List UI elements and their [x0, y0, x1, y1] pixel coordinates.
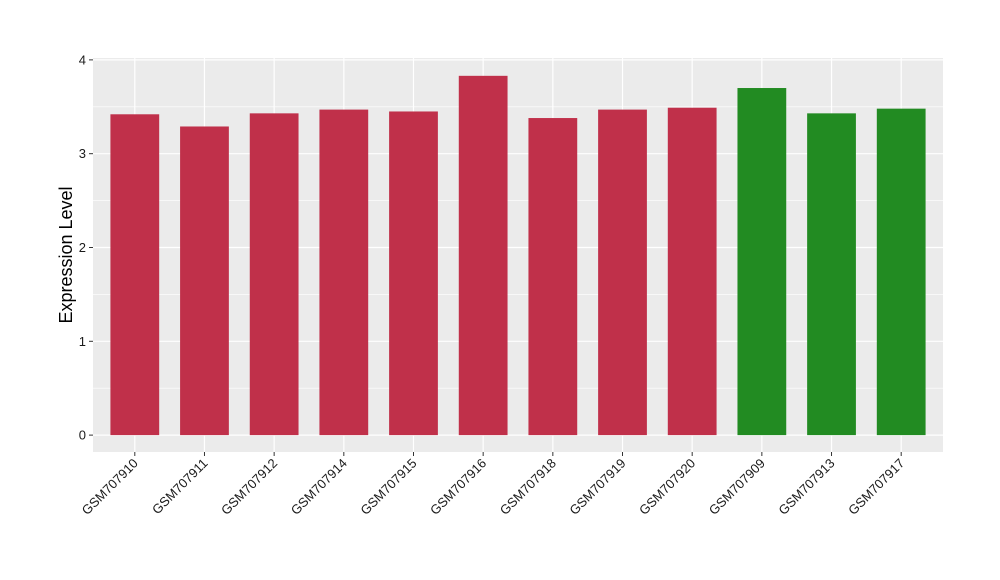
y-tick-label: 1: [79, 334, 86, 349]
minor-gridlines: [93, 106, 943, 389]
x-tick-label: GSM707912: [218, 456, 280, 518]
x-tick-label: GSM707915: [357, 456, 419, 518]
y-tick-label: 4: [79, 52, 86, 67]
y-axis-title: Expression Level: [56, 186, 76, 323]
x-tick-label: GSM707914: [288, 456, 350, 518]
y-tick-label: 3: [79, 146, 86, 161]
bar-GSM707911: [180, 126, 229, 436]
y-tick-label: 2: [79, 240, 86, 255]
bar-GSM707915: [389, 111, 438, 436]
bar-GSM707912: [249, 113, 299, 436]
plot-panel: [93, 58, 943, 452]
x-tick-label: GSM707917: [845, 456, 907, 518]
x-tick-label: GSM707909: [706, 456, 768, 518]
x-tick-label: GSM707911: [149, 456, 211, 518]
x-tick-label: GSM707919: [566, 456, 628, 518]
bar-GSM707914: [319, 109, 369, 436]
bar-GSM707910: [110, 114, 160, 436]
x-tick-label: GSM707910: [79, 456, 141, 518]
bars: [110, 75, 926, 436]
x-tick-label: GSM707920: [636, 456, 698, 518]
y-tick-label: 0: [79, 428, 86, 443]
bar-GSM707918: [528, 118, 578, 436]
bar-GSM707913: [807, 113, 856, 436]
bar-GSM707916: [458, 75, 508, 436]
x-axis: GSM707910 GSM707911 GSM707912 GSM707914 GSM7…: [79, 452, 907, 518]
x-tick-label: GSM707918: [497, 456, 559, 518]
bar-GSM707909: [737, 88, 787, 436]
bar-GSM707919: [598, 109, 647, 436]
y-axis: 0 1 2 3 4: [79, 52, 93, 443]
bar-GSM707920: [667, 107, 717, 436]
bar-GSM707917: [876, 108, 926, 436]
x-tick-label: GSM707913: [775, 456, 837, 518]
x-tick-label: GSM707916: [427, 456, 489, 518]
